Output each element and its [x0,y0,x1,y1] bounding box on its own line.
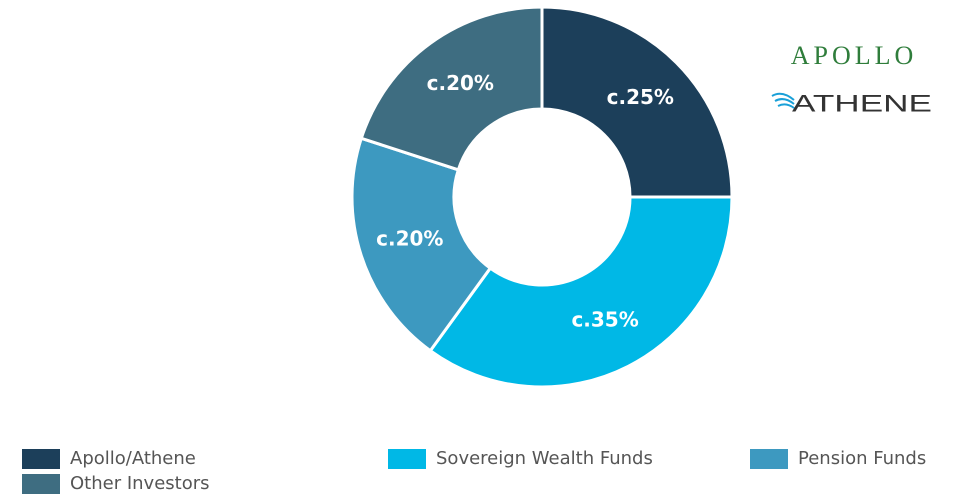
legend-label: Other Investors [70,473,210,494]
slice [540,5,734,199]
slice [428,195,734,389]
legend-swatch [750,449,788,469]
slice [350,136,493,353]
athene-icon [771,92,795,109]
data-label: c.35% [571,307,638,331]
apollo-logo: APOLLO [791,41,918,70]
data-label: c.20% [427,71,494,95]
slice [359,5,544,172]
athene-logo: ATHENE [792,90,932,117]
legend-swatch [388,449,426,469]
legend-label: Sovereign Wealth Funds [436,448,653,469]
data-label: c.25% [607,85,674,109]
data-label: c.20% [376,226,443,250]
legend-swatch [22,474,60,494]
legend-label: Pension Funds [798,448,926,469]
legend-label: Apollo/Athene [70,448,196,469]
legend-swatch [22,449,60,469]
